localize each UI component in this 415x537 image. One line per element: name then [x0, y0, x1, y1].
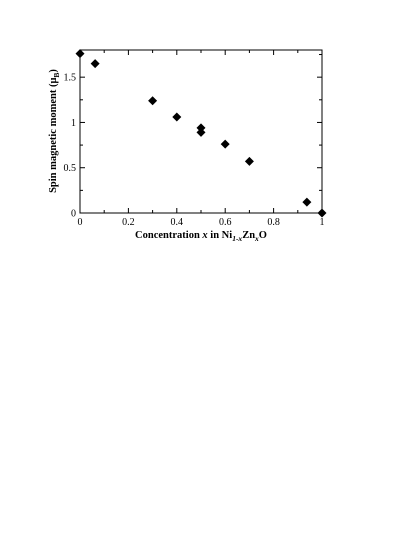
- x-tick-label: 1: [320, 217, 325, 228]
- data-point: [317, 208, 327, 218]
- x-tick-label: 0.2: [122, 217, 135, 228]
- x-tick-label: 0.4: [171, 217, 184, 228]
- data-point: [302, 197, 312, 207]
- data-point: [244, 156, 254, 166]
- y-tick-label: 1.5: [64, 73, 77, 84]
- x-tick-label: 0: [78, 217, 83, 228]
- data-point: [172, 112, 182, 122]
- y-tick-label: 0.5: [64, 163, 77, 174]
- x-tick-label: 0.6: [219, 217, 232, 228]
- tick-labels: 0 0.2 0.4 0.6 0.8 1 0 0.5 1 1.5: [64, 73, 325, 228]
- x-axis-title: Concentration x in Ni1-xZnxO: [135, 230, 267, 243]
- x-tick-label: 0.8: [267, 217, 280, 228]
- x-axis-title-sub2: x: [254, 234, 259, 243]
- x-axis-title-var: x: [201, 230, 207, 241]
- y-tick-label: 1: [71, 118, 76, 129]
- data-point: [196, 123, 206, 133]
- x-axis-title-mid: in Ni: [208, 230, 233, 241]
- x-axis-title-prefix: Concentration: [135, 230, 202, 241]
- y-axis-title: Spin magnetic moment (μB): [48, 69, 61, 193]
- y-axis-title-sub: B: [52, 73, 61, 78]
- data-point: [75, 49, 85, 59]
- data-point: [220, 139, 230, 149]
- x-axis-title-sub1: 1-x: [232, 234, 242, 243]
- data-point: [148, 96, 158, 106]
- data-point: [90, 59, 100, 69]
- data-points: [75, 49, 327, 218]
- y-axis-title-suffix: ): [48, 69, 59, 73]
- data-point: [196, 127, 206, 137]
- y-axis-title-mu: μ: [48, 78, 59, 84]
- x-axis-title-mid2: Zn: [242, 230, 255, 241]
- x-axis-title-suffix: O: [259, 230, 267, 241]
- y-axis-title-prefix: Spin magnetic moment (: [48, 83, 59, 193]
- y-tick-label: 0: [71, 209, 76, 220]
